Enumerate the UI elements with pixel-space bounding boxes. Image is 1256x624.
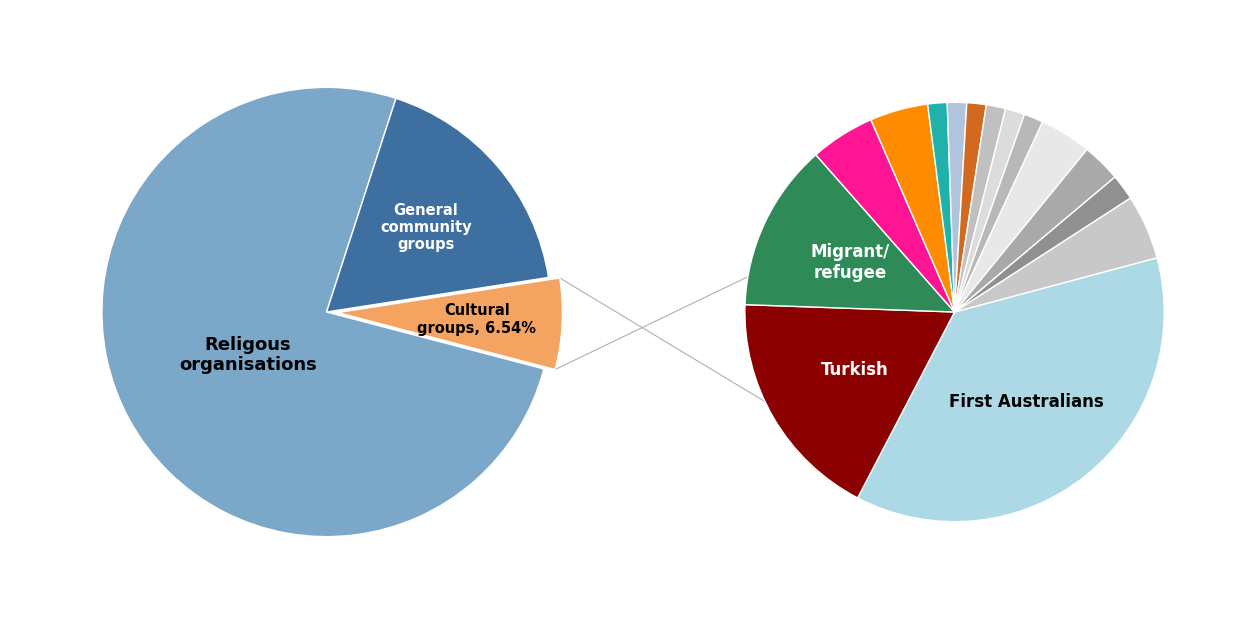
Text: Turkish: Turkish [821, 361, 889, 379]
Text: General
community
groups: General community groups [379, 203, 471, 252]
Wedge shape [955, 103, 986, 312]
Text: Migrant/
refugee: Migrant/ refugee [810, 243, 891, 282]
Wedge shape [955, 177, 1130, 312]
Wedge shape [327, 99, 549, 312]
Text: First Australians: First Australians [950, 393, 1104, 411]
Wedge shape [338, 278, 563, 369]
Wedge shape [745, 155, 955, 312]
Wedge shape [955, 150, 1115, 312]
Text: Religous
organisations: Religous organisations [178, 336, 317, 374]
Wedge shape [955, 122, 1086, 312]
Wedge shape [947, 102, 967, 312]
Wedge shape [955, 114, 1042, 312]
Wedge shape [102, 87, 544, 537]
Wedge shape [870, 104, 955, 312]
Wedge shape [745, 305, 955, 498]
Wedge shape [955, 105, 1006, 312]
Wedge shape [858, 258, 1164, 522]
Wedge shape [955, 109, 1025, 312]
Text: Cultural
groups, 6.54%: Cultural groups, 6.54% [417, 303, 536, 336]
Wedge shape [955, 198, 1157, 312]
Wedge shape [816, 120, 955, 312]
Wedge shape [928, 102, 955, 312]
